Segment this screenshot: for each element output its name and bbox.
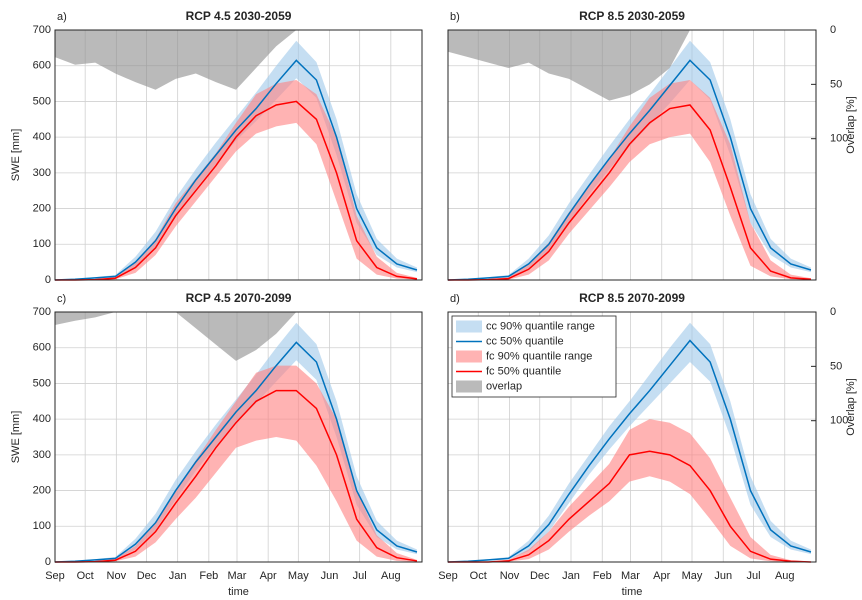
median-line (448, 450, 811, 563)
quantile-band (55, 365, 417, 562)
quantile-band (55, 322, 417, 562)
y-tick-label: 0 (45, 274, 51, 286)
legend-swatch (456, 380, 482, 393)
quantile-band (448, 322, 811, 562)
y-tick-label: 700 (33, 306, 51, 318)
panel-label: c) (57, 293, 66, 305)
x-tick-label: Aug (381, 570, 401, 582)
legend-label: overlap (486, 380, 522, 392)
panel-title: RCP 4.5 2030-2059 (186, 9, 292, 23)
legend-label: cc 90% quantile range (486, 320, 595, 332)
median-line (54, 59, 418, 281)
y-tick-label: 200 (33, 202, 51, 214)
x-tick-label: Oct (77, 570, 94, 582)
panel-title: RCP 4.5 2070-2099 (186, 291, 292, 305)
median-line (55, 389, 418, 563)
x-tick-label: Apr (653, 570, 670, 582)
median-line (448, 104, 812, 281)
x-tick-label: May (288, 570, 309, 582)
x-tick-label: Feb (593, 570, 612, 582)
quantile-band (448, 80, 811, 280)
x-tick-label: Apr (260, 570, 277, 582)
x-tick-label: Aug (775, 570, 795, 582)
x-tick-label: Sep (45, 570, 65, 582)
panel: Sep Oct Nov Dec Jan Feb Mar Apr May Jun Jul Aug 0 100… (10, 291, 423, 598)
y-tick-label: 100 (33, 238, 51, 250)
y-axis-label: SWE [mm] (10, 411, 22, 464)
quantile-band (448, 419, 811, 562)
median-line (54, 341, 418, 563)
y-tick-label: 100 (33, 520, 51, 532)
x-tick-label: Jul (353, 570, 367, 582)
legend-swatch (456, 320, 482, 333)
panel-label: a) (57, 11, 67, 23)
panel: 0 50 100 b) RCP 8.5 2030-2059 Overlap [%] (447, 9, 857, 281)
x-tick-label: Jul (746, 570, 760, 582)
x-tick-label: Feb (199, 570, 218, 582)
y2-axis-label: Overlap [%] (845, 378, 857, 435)
y2-tick-label: 100 (830, 415, 848, 427)
panel-title: RCP 8.5 2030-2059 (579, 9, 685, 23)
y2-tick-label: 50 (830, 78, 842, 90)
x-tick-label: Sep (438, 570, 458, 582)
y-tick-label: 200 (33, 484, 51, 496)
x-tick-label: Dec (530, 570, 550, 582)
panel: 0 100 200 300 400 500 600 700 a) RCP 4.5 2030-205… (10, 9, 423, 286)
y2-tick-label: 100 (830, 133, 848, 145)
overlap-area (448, 30, 690, 101)
x-tick-label: Oct (470, 570, 487, 582)
x-tick-label: Dec (137, 570, 157, 582)
y-tick-label: 600 (33, 342, 51, 354)
panel: Sep Oct Nov Dec Jan Feb Mar Apr May Jun Jul Aug 0 50 1… (438, 291, 857, 598)
y-axis-label: SWE [mm] (10, 129, 22, 182)
plot-frame (54, 311, 423, 563)
legend-label: fc 50% quantile (486, 365, 561, 377)
x-tick-label: Mar (621, 570, 640, 582)
y-tick-label: 400 (33, 131, 51, 143)
x-tick-label: Jan (562, 570, 580, 582)
x-axis-label: time (622, 586, 643, 598)
quantile-band (448, 40, 811, 280)
quantile-band (55, 40, 417, 280)
x-axis-label: time (228, 586, 249, 598)
quantile-band (55, 80, 417, 280)
y2-tick-label: 0 (830, 306, 836, 318)
x-tick-label: Jun (714, 570, 732, 582)
x-tick-label: May (682, 570, 703, 582)
x-tick-label: Nov (107, 570, 127, 582)
y2-tick-label: 50 (830, 360, 842, 372)
y-tick-label: 600 (33, 60, 51, 72)
median-line (55, 100, 418, 281)
overlap-area (55, 312, 297, 361)
y2-tick-label: 0 (830, 24, 836, 36)
x-tick-label: Mar (228, 570, 247, 582)
x-tick-label: Nov (500, 570, 520, 582)
panel-label: b) (450, 11, 460, 23)
median-line (447, 59, 812, 281)
x-tick-label: Jan (169, 570, 187, 582)
y-tick-label: 500 (33, 377, 51, 389)
y-tick-label: 300 (33, 449, 51, 461)
y-tick-label: 500 (33, 95, 51, 107)
y-tick-label: 300 (33, 167, 51, 179)
plot-frame (54, 29, 423, 281)
plot-frame (447, 29, 817, 281)
median-line (447, 339, 812, 563)
legend-swatch (456, 350, 482, 363)
panel-label: d) (450, 293, 460, 305)
y2-axis-label: Overlap [%] (845, 96, 857, 153)
y-tick-label: 700 (33, 24, 51, 36)
legend-label: fc 90% quantile range (486, 350, 592, 362)
panel-title: RCP 8.5 2070-2099 (579, 291, 685, 305)
y-tick-label: 400 (33, 413, 51, 425)
legend-label: cc 50% quantile (486, 335, 564, 347)
overlap-area (55, 30, 297, 90)
y-tick-label: 0 (45, 556, 51, 568)
x-tick-label: Jun (321, 570, 339, 582)
plot-frame (447, 311, 817, 563)
